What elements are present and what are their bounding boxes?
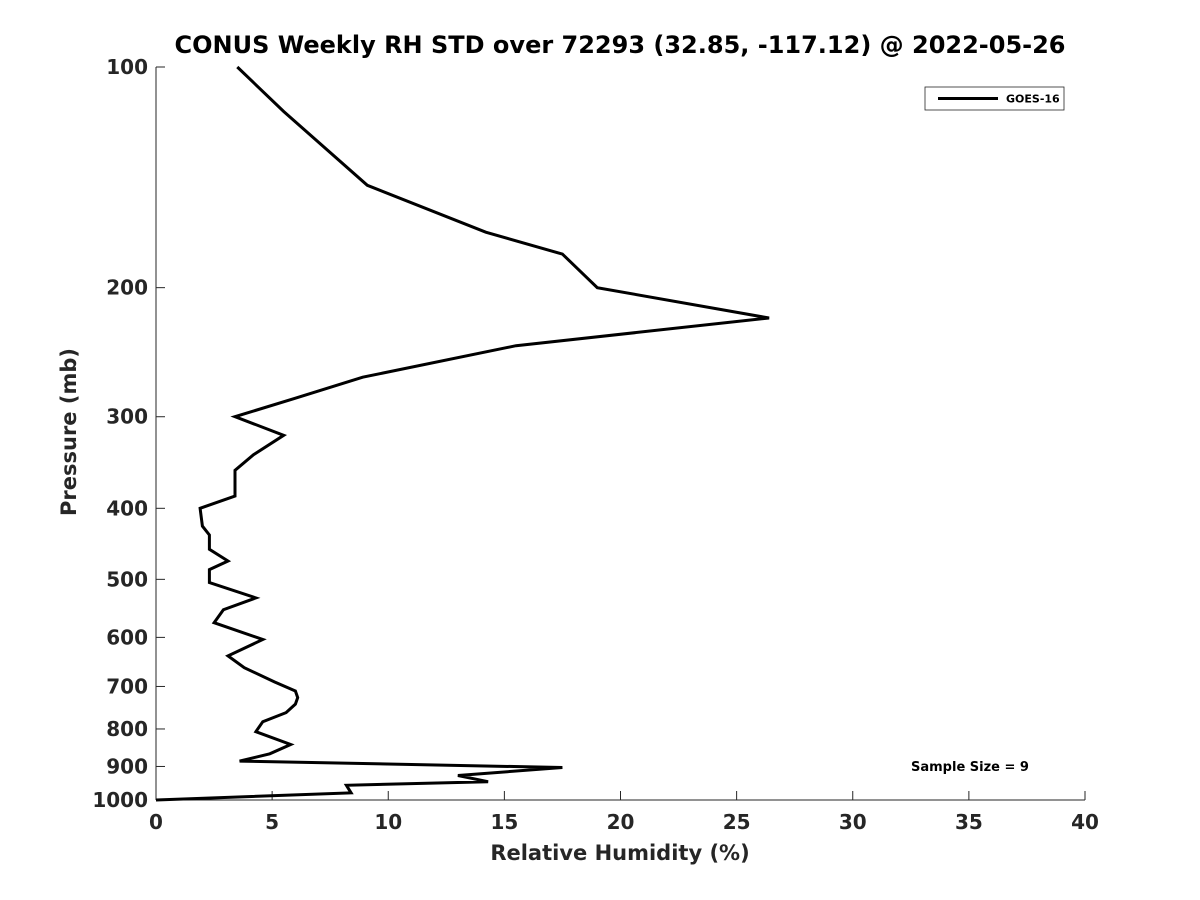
y-tick-label: 200 (106, 276, 148, 300)
x-tick-label: 0 (149, 810, 163, 834)
x-ticks: 0 5 10 15 20 25 30 35 40 (149, 791, 1099, 834)
y-tick-label: 300 (106, 405, 148, 429)
legend: GOES-16 (924, 86, 1065, 111)
y-tick-label: 100 (106, 55, 148, 79)
x-tick-label: 35 (955, 810, 983, 834)
y-ticks: 100 200 300 400 500 600 700 800 900 1000 (92, 55, 165, 812)
x-tick-label: 40 (1071, 810, 1099, 834)
x-tick-label: 15 (490, 810, 518, 834)
x-tick-label: 25 (723, 810, 751, 834)
x-tick-label: 30 (839, 810, 867, 834)
legend-entry-goes-16: GOES-16 (1006, 93, 1060, 106)
y-axis-label: Pressure (mb) (57, 348, 81, 516)
y-tick-label: 900 (106, 754, 148, 778)
series-group (155, 65, 770, 802)
series-line-goes-16 (155, 65, 770, 802)
x-tick-label: 20 (607, 810, 635, 834)
y-tick-label: 600 (106, 625, 148, 649)
x-tick-label: 10 (374, 810, 402, 834)
y-tick-label: 700 (106, 674, 148, 698)
y-tick-label: 500 (106, 567, 148, 591)
y-tick-label: 1000 (92, 788, 148, 812)
y-tick-label: 400 (106, 496, 148, 520)
x-tick-label: 5 (265, 810, 279, 834)
y-tick-label: 800 (106, 717, 148, 741)
sample-size-annotation: Sample Size = 9 (911, 760, 1029, 775)
x-axis-label: Relative Humidity (%) (490, 841, 749, 865)
chart-title: CONUS Weekly RH STD over 72293 (32.85, -… (174, 31, 1065, 59)
